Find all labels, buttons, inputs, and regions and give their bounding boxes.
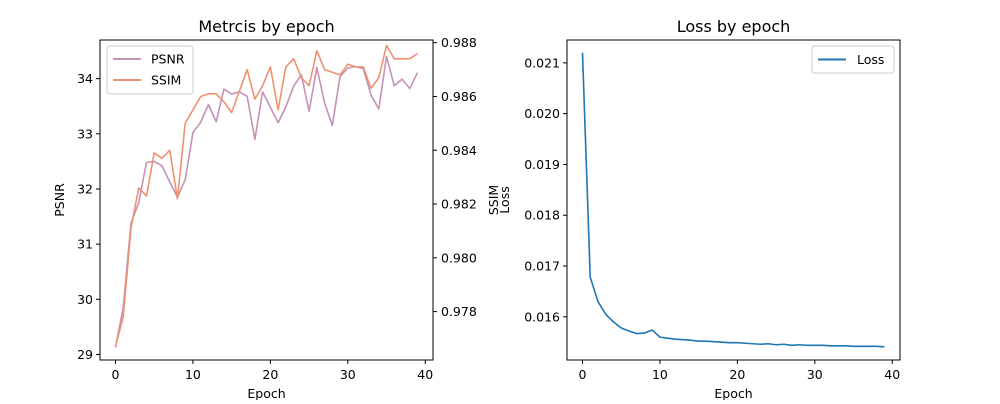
y-tick-label: 0.021 <box>524 55 560 70</box>
loss-series-group <box>581 52 885 348</box>
loss-x-ticks: 0 10 20 30 40 <box>579 360 900 382</box>
x-tick-label: 30 <box>340 367 356 382</box>
loss-y-ticks: 0.016 0.017 0.018 0.019 0.020 0.021 <box>524 55 567 324</box>
x-tick-label: 20 <box>729 367 745 382</box>
metrics-y2-axis-label: SSIM <box>486 185 501 215</box>
y-tick-label: 32 <box>77 181 93 196</box>
loss-legend-box <box>811 45 895 74</box>
metrics-y2-ticks: 0.978 0.980 0.982 0.984 0.986 0.988 <box>433 35 477 319</box>
ssim-legend-label: SSIM <box>151 73 181 88</box>
y-tick-label: 0.018 <box>524 208 560 223</box>
x-tick-label: 40 <box>417 367 433 382</box>
y2-tick-label: 0.988 <box>441 35 477 50</box>
y-tick-label: 31 <box>77 237 93 252</box>
y2-tick-label: 0.978 <box>441 304 477 319</box>
loss-y-axis-label: Loss <box>497 186 512 213</box>
metrics-panel: Metrcis by epoch 0 10 20 30 40 293031323334 … <box>52 17 501 401</box>
y-tick-label: 34 <box>77 71 93 86</box>
y-tick-label: 33 <box>77 126 93 141</box>
metrics-x-axis-label: Epoch <box>247 386 285 400</box>
psnr-legend-label: PSNR <box>151 52 185 67</box>
x-tick-label: 10 <box>185 367 201 382</box>
y-tick-label: 30 <box>77 292 93 307</box>
metrics-legend: PSNR SSIM <box>106 45 194 95</box>
x-tick-label: 40 <box>884 367 900 382</box>
metrics-x-ticks: 0 10 20 30 40 <box>112 360 433 382</box>
loss-x-axis-label: Epoch <box>714 386 752 400</box>
loss-panel: Loss by epoch 0 10 20 30 40 0.0160.0170.0180… <box>497 17 901 401</box>
x-tick-label: 30 <box>807 367 823 382</box>
x-tick-label: 10 <box>652 367 668 382</box>
metrics-series-group <box>114 44 419 348</box>
loss-legend: Loss <box>811 45 895 74</box>
metrics-y-ticks: 29 30 31 32 33 34 <box>77 71 100 362</box>
y2-tick-label: 0.980 <box>441 250 477 265</box>
y2-tick-label: 0.984 <box>441 143 477 158</box>
loss-line <box>581 52 885 348</box>
metrics-title: Metrcis by epoch <box>198 17 334 36</box>
y2-tick-label: 0.982 <box>441 197 477 212</box>
metrics-y-axis-label: PSNR <box>52 183 67 217</box>
loss-axes-frame <box>566 39 901 361</box>
psnr-line <box>114 55 419 348</box>
y2-tick-label: 0.986 <box>441 89 477 104</box>
loss-title: Loss by epoch <box>677 17 791 36</box>
x-tick-label: 0 <box>579 367 587 382</box>
y-tick-label: 0.017 <box>524 259 560 274</box>
y-tick-label: 0.020 <box>524 106 560 121</box>
x-tick-label: 20 <box>262 367 278 382</box>
x-tick-label: 0 <box>112 367 120 382</box>
y-tick-label: 0.016 <box>524 309 560 324</box>
ssim-line <box>114 44 418 347</box>
y-tick-label: 0.019 <box>524 157 560 172</box>
loss-legend-label: Loss <box>857 52 884 67</box>
y-tick-label: 29 <box>77 347 93 362</box>
metrics-axes-frame <box>99 39 434 361</box>
